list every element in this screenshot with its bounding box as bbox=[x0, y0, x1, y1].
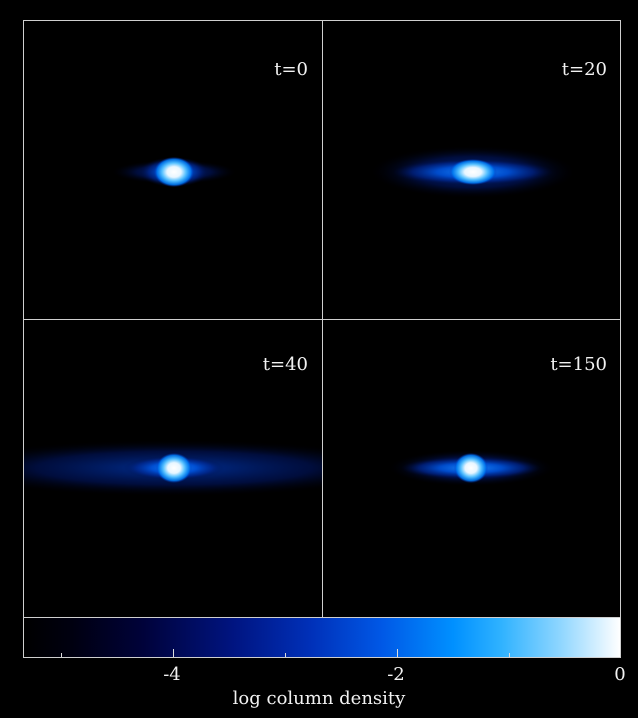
density-map-t0 bbox=[112, 157, 236, 187]
time-label: t=40 bbox=[262, 354, 308, 375]
colorbar-tick-label: -4 bbox=[163, 664, 181, 685]
colorbar-tick-label: 0 bbox=[614, 664, 626, 685]
colorbar-major-tick bbox=[397, 649, 398, 657]
time-label: t=0 bbox=[274, 59, 308, 80]
density-map-t40 bbox=[24, 440, 322, 496]
panel-divider-horizontal bbox=[24, 319, 620, 320]
colorbar-major-tick bbox=[173, 649, 174, 657]
panel-t150: t=150 bbox=[323, 320, 621, 618]
panel-t20: t=20 bbox=[323, 21, 621, 319]
time-label: t=20 bbox=[561, 59, 607, 80]
density-map-t20 bbox=[371, 146, 575, 198]
colorbar bbox=[23, 617, 621, 658]
panel-t0: t=0 bbox=[24, 21, 322, 319]
time-label: t=150 bbox=[550, 354, 607, 375]
panel-t40: t=40 bbox=[24, 320, 322, 618]
simulation-figure: t=0 t=20 t=40 t=150 bbox=[23, 20, 621, 618]
colorbar-minor-tick bbox=[285, 653, 286, 657]
colorbar-title: log column density bbox=[232, 688, 406, 709]
colorbar-minor-tick bbox=[509, 653, 510, 657]
colorbar-tick-label: -2 bbox=[387, 664, 405, 685]
colorbar-minor-tick bbox=[61, 653, 62, 657]
density-map-t150 bbox=[389, 450, 553, 486]
